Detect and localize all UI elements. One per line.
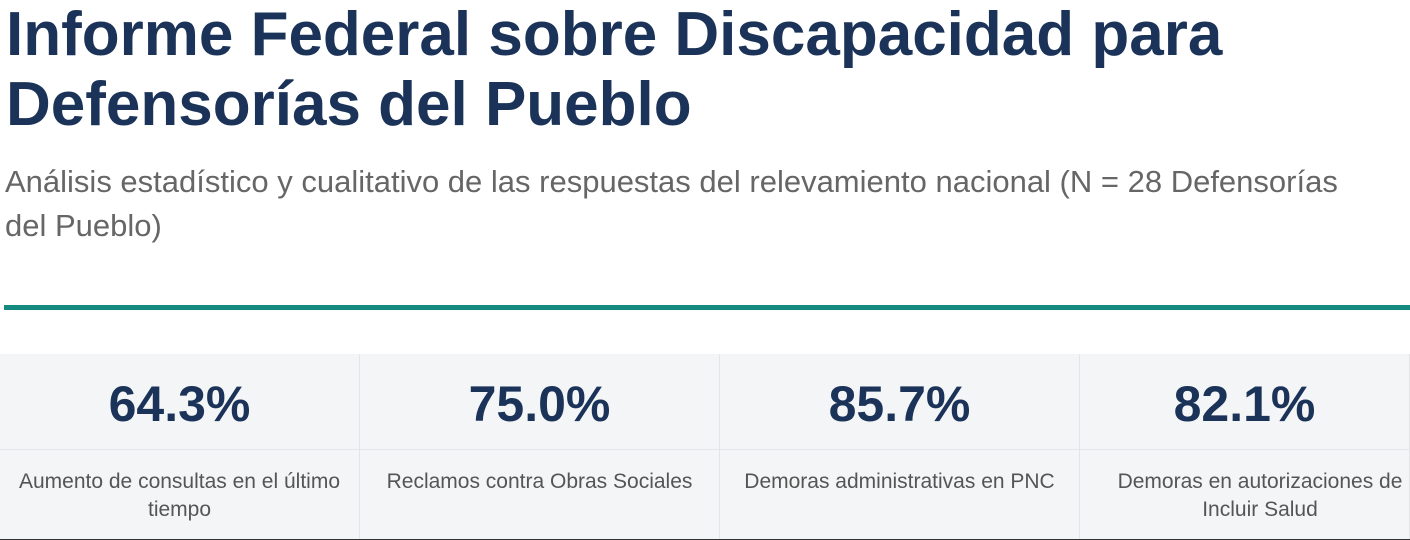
stat-card: 75.0% Reclamos contra Obras Sociales	[360, 354, 720, 539]
stat-value: 64.3%	[0, 354, 359, 450]
stats-row: 64.3% Aumento de consultas en el último t…	[0, 354, 1410, 540]
stat-value: 75.0%	[360, 354, 719, 450]
title: Informe Federal sobre Discapacidad para …	[6, 0, 1223, 139]
stat-value: 85.7%	[720, 354, 1079, 450]
stat-card: 85.7% Demoras administrativas en PNC	[720, 354, 1080, 539]
stat-label: Demoras en autorizaciones de Incluir Sal…	[1117, 470, 1403, 521]
divider	[4, 305, 1410, 310]
subtitle: Análisis estadístico y cualitativo de la…	[5, 164, 1338, 243]
stat-card: 64.3% Aumento de consultas en el último t…	[0, 354, 360, 539]
stat-label: Demoras administrativas en PNC	[744, 470, 1055, 493]
stat-label: Reclamos contra Obras Sociales	[386, 470, 693, 493]
stat-label: Aumento de consultas en el último tiempo	[18, 470, 341, 521]
stat-card: 82.1% Demoras en autorizaciones de Inclui…	[1080, 354, 1410, 539]
stat-value: 82.1%	[1080, 354, 1409, 450]
